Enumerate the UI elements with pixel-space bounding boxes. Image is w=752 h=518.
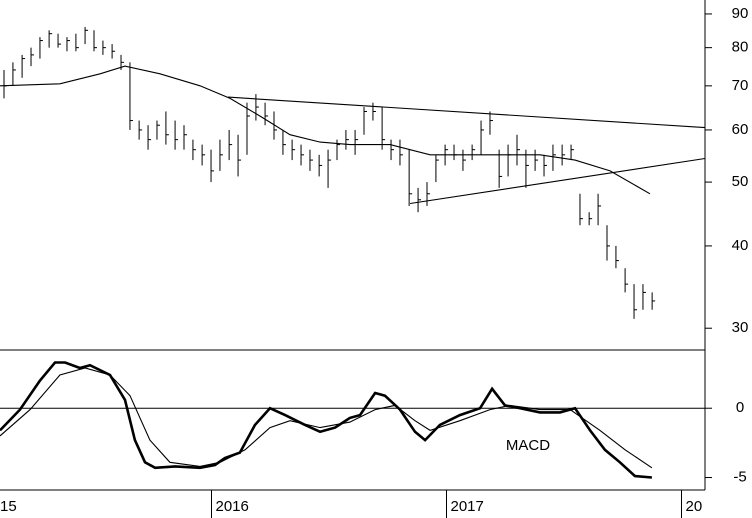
y-tick-label: 70	[732, 77, 749, 94]
y-tick-label: 30	[732, 319, 749, 336]
trendline	[227, 96, 706, 129]
annotation: MACD	[506, 437, 550, 454]
macd-line	[0, 361, 653, 479]
trendline	[410, 157, 706, 205]
y-tick-label: 0	[736, 399, 744, 416]
x-tick-label: 15	[0, 498, 17, 515]
y-tick-label: 60	[732, 121, 749, 138]
y-tick-label: -5	[733, 468, 746, 485]
y-tick-label: 40	[732, 237, 749, 254]
y-tick-label: 90	[732, 5, 749, 22]
x-tick-label: 20	[686, 498, 703, 515]
y-tick-label: 50	[732, 173, 749, 190]
moving-average	[0, 65, 651, 195]
signal-line	[0, 367, 653, 469]
y-tick-label: 80	[732, 39, 749, 56]
x-tick-label: 2017	[451, 498, 484, 515]
x-tick-label: 2016	[216, 498, 249, 515]
